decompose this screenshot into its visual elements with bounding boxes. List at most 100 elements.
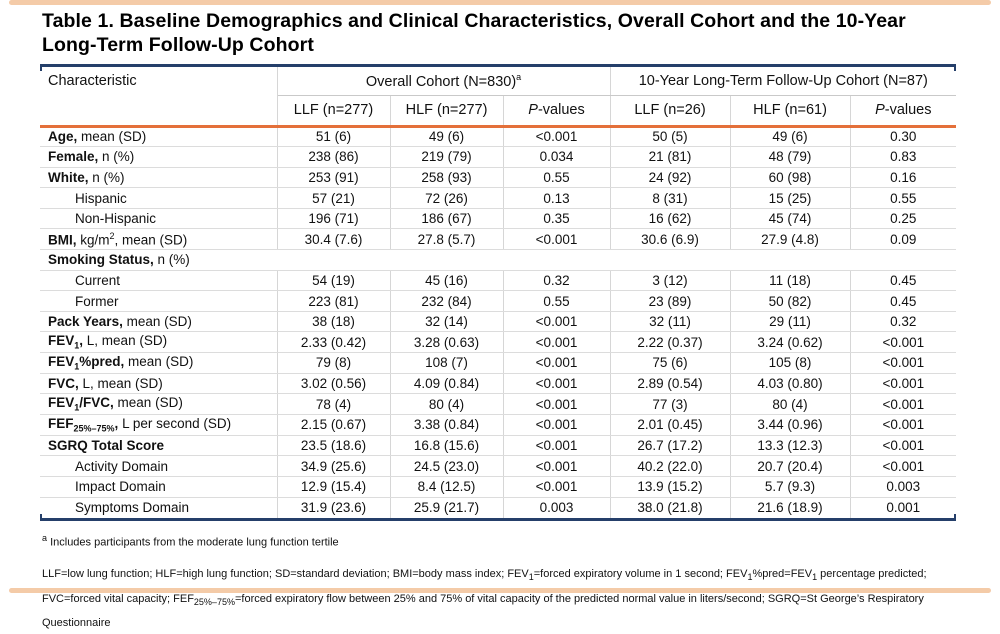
value-cell: 2.01 (0.45) — [609, 414, 731, 436]
table-row: Female, n (%) 238 (86) 219 (79) 0.034 21 (81… — [40, 146, 957, 168]
rule-tick-right — [954, 513, 956, 521]
value-cell: 13.9 (15.2) — [609, 476, 731, 498]
value-cell: 3.38 (0.84) — [389, 414, 503, 436]
row-label: FEV1%pred, mean (SD) — [40, 352, 277, 374]
value-cell: 5.7 (9.3) — [729, 476, 851, 498]
table-row: FVC, L, mean (SD) 3.02 (0.56) 4.09 (0.84) <… — [40, 373, 957, 395]
value-cell: 32 (11) — [609, 311, 731, 333]
table-header: Characteristic Overall Cohort (N=830)a 1… — [40, 67, 957, 128]
value-cell: 0.55 — [849, 187, 957, 209]
table-row: Pack Years, mean (SD) 38 (18) 32 (14) <0.00… — [40, 311, 957, 333]
value-cell: 258 (93) — [389, 167, 503, 189]
rule-tick-left — [40, 513, 42, 521]
value-cell: 0.55 — [502, 290, 611, 312]
value-cell: 108 (7) — [389, 352, 503, 374]
value-cell: <0.001 — [849, 455, 957, 477]
rule-tick-right — [954, 64, 956, 71]
table-row: Symptoms Domain 31.9 (23.6) 25.9 (21.7) 0.0… — [40, 497, 957, 518]
value-cell: 75 (6) — [609, 352, 731, 374]
value-cell: 72 (26) — [389, 187, 503, 209]
figure-bottom-border — [9, 588, 991, 593]
value-cell: 3 (12) — [609, 270, 731, 292]
value-cell: 45 (74) — [729, 208, 851, 230]
value-cell: 223 (81) — [276, 290, 390, 312]
value-cell: 0.13 — [502, 187, 611, 209]
value-cell: 30.4 (7.6) — [276, 228, 390, 251]
value-cell: 2.89 (0.54) — [609, 373, 731, 395]
value-cell: 49 (6) — [389, 126, 503, 148]
value-cell: 2.15 (0.67) — [276, 414, 390, 436]
value-cell: 238 (86) — [276, 146, 390, 168]
value-cell: <0.001 — [849, 414, 957, 436]
table-title: Table 1. Baseline Demographics and Clini… — [42, 10, 906, 56]
value-cell: 11 (18) — [729, 270, 851, 292]
value-cell: 80 (4) — [389, 393, 503, 416]
value-cell: 3.02 (0.56) — [276, 373, 390, 395]
value-cell: 0.45 — [849, 270, 957, 292]
table-row: Impact Domain 12.9 (15.4) 8.4 (12.5) <0.001… — [40, 476, 957, 498]
value-cell: 0.45 — [849, 290, 957, 312]
row-label: FEV1/FVC, mean (SD) — [40, 393, 277, 416]
value-cell: 50 (82) — [729, 290, 851, 312]
value-cell: <0.001 — [849, 393, 957, 416]
value-cell: 50 (5) — [609, 126, 731, 148]
table-row: FEV1%pred, mean (SD) 79 (8) 108 (7) <0.001 7… — [40, 352, 957, 374]
value-cell: 29 (11) — [729, 311, 851, 333]
footnote-a: a Includes participants from the moderat… — [42, 532, 339, 549]
value-cell: 196 (71) — [276, 208, 390, 230]
table-bottom-rule — [40, 513, 956, 521]
value-cell: 38.0 (21.8) — [609, 497, 731, 518]
value-cell: <0.001 — [502, 126, 611, 148]
row-label: SGRQ Total Score — [40, 435, 277, 457]
table-container: Characteristic Overall Cohort (N=830)a 1… — [40, 64, 957, 521]
table-row: SGRQ Total Score 23.5 (18.6) 16.8 (15.6) <0… — [40, 435, 957, 457]
value-cell: 16 (62) — [609, 208, 731, 230]
value-cell: 0.25 — [849, 208, 957, 230]
table-top-rule — [40, 64, 956, 71]
col-header-pvalues-overall: P-values — [502, 95, 611, 128]
row-label: FEV1, L, mean (SD) — [40, 331, 277, 354]
table-body: Age, mean (SD) 51 (6) 49 (6) <0.001 50 (5) 49… — [40, 126, 957, 518]
col-header-llf-followup: LLF (n=26) — [609, 95, 731, 128]
table-row: Non-Hispanic 196 (71) 186 (67) 0.35 16 (62) 4… — [40, 208, 957, 230]
value-cell: <0.001 — [849, 352, 957, 374]
value-cell: 12.9 (15.4) — [276, 476, 390, 498]
value-cell: 8.4 (12.5) — [389, 476, 503, 498]
table-row: Former 223 (81) 232 (84) 0.55 23 (89) 50 (82)… — [40, 290, 957, 312]
value-cell: 186 (67) — [389, 208, 503, 230]
value-cell: 4.03 (0.80) — [729, 373, 851, 395]
figure-top-border — [9, 0, 991, 5]
value-cell: 20.7 (20.4) — [729, 455, 851, 477]
value-cell: 15 (25) — [729, 187, 851, 209]
value-cell: 51 (6) — [276, 126, 390, 148]
value-cell: 57 (21) — [276, 187, 390, 209]
value-cell: 105 (8) — [729, 352, 851, 374]
row-label: Former — [40, 290, 277, 312]
value-cell: 31.9 (23.6) — [276, 497, 390, 518]
value-cell: 79 (8) — [276, 352, 390, 374]
value-cell: 45 (16) — [389, 270, 503, 292]
value-cell: <0.001 — [502, 228, 611, 251]
row-label: BMI, kg/m2, mean (SD) — [40, 228, 277, 251]
value-cell: 40.2 (22.0) — [609, 455, 731, 477]
table-row: White, n (%) 253 (91) 258 (93) 0.55 24 (92) 6… — [40, 167, 957, 189]
row-label: Female, n (%) — [40, 146, 277, 168]
value-cell: 0.55 — [502, 167, 611, 189]
value-cell: 0.001 — [849, 497, 957, 518]
followup-cohort-group-header: 10-Year Long-Term Follow-Up Cohort (N=87… — [610, 67, 957, 96]
value-cell: <0.001 — [502, 414, 611, 436]
value-cell: 0.003 — [502, 497, 611, 518]
value-cell: 27.8 (5.7) — [389, 228, 503, 251]
value-cell: <0.001 — [502, 435, 611, 457]
value-cell: 0.034 — [502, 146, 611, 168]
value-cell: 3.28 (0.63) — [389, 331, 503, 354]
group-header-row: Characteristic Overall Cohort (N=830)a 1… — [40, 67, 957, 128]
row-label: Non-Hispanic — [40, 208, 277, 230]
row-label: Current — [40, 270, 277, 292]
value-cell: 27.9 (4.8) — [729, 228, 851, 251]
table-row: Hispanic 57 (21) 72 (26) 0.13 8 (31) 15 (25) 0… — [40, 187, 957, 209]
value-cell: 219 (79) — [389, 146, 503, 168]
col-header-pvalues-followup: P-values — [849, 95, 957, 128]
value-cell: 0.003 — [849, 476, 957, 498]
value-cell: <0.001 — [849, 373, 957, 395]
